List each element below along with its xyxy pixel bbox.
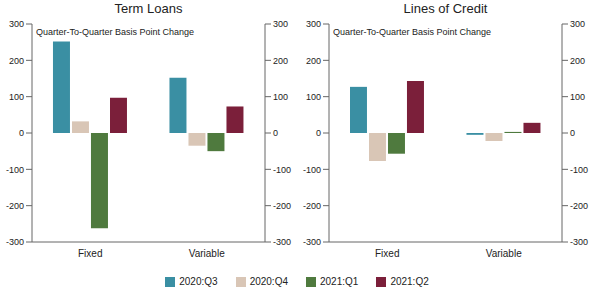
svg-text:100: 100 xyxy=(273,92,288,102)
html-text:Quarter-To-Quarter Basis Point: Quarter-To-Quarter Basis Point Change xyxy=(333,27,492,37)
svg-text:-200: -200 xyxy=(570,201,586,211)
svg-text:200: 200 xyxy=(570,56,585,66)
svg-text:200: 200 xyxy=(306,56,321,66)
svg-text:200: 200 xyxy=(273,56,288,66)
html-text:2020:Q4: 2020:Q4 xyxy=(249,276,288,287)
svg-text:-100: -100 xyxy=(570,165,586,175)
svg-text:0: 0 xyxy=(316,128,321,138)
html-text:2020:Q3: 2020:Q3 xyxy=(179,276,218,287)
svg-text:100: 100 xyxy=(306,92,321,102)
html-text:Lines of Credit: Lines of Credit xyxy=(403,1,488,16)
html-text:Quarter-To-Quarter Basis Point: Quarter-To-Quarter Basis Point Change xyxy=(36,27,195,37)
svg-text:300: 300 xyxy=(306,19,321,29)
svg-text:Fixed: Fixed xyxy=(78,248,102,259)
svg-text:-100: -100 xyxy=(273,165,291,175)
svg-text:300: 300 xyxy=(9,19,24,29)
svg-text:-300: -300 xyxy=(570,237,586,247)
svg-text:300: 300 xyxy=(273,19,288,29)
svg-text:0: 0 xyxy=(19,128,24,138)
html-text:2021:Q1: 2021:Q1 xyxy=(320,276,359,287)
svg-text:0: 0 xyxy=(273,128,278,138)
svg-text:-300: -300 xyxy=(273,237,291,247)
svg-text:Variable: Variable xyxy=(189,248,225,259)
svg-text:100: 100 xyxy=(9,92,24,102)
svg-text:-200: -200 xyxy=(273,201,291,211)
svg-text:200: 200 xyxy=(9,56,24,66)
svg-text:Variable: Variable xyxy=(486,248,522,259)
svg-text:Fixed: Fixed xyxy=(375,248,399,259)
svg-text:-300: -300 xyxy=(8,237,24,247)
svg-text:100: 100 xyxy=(570,92,585,102)
svg-text:-200: -200 xyxy=(303,201,321,211)
html-text:Term Loans: Term Loans xyxy=(114,1,183,16)
svg-text:-100: -100 xyxy=(8,165,24,175)
svg-text:-300: -300 xyxy=(303,237,321,247)
html-text:2021:Q2: 2021:Q2 xyxy=(390,276,429,287)
svg-text:300: 300 xyxy=(570,19,585,29)
svg-text:0: 0 xyxy=(570,128,575,138)
svg-text:-200: -200 xyxy=(8,201,24,211)
svg-text:-100: -100 xyxy=(303,165,321,175)
